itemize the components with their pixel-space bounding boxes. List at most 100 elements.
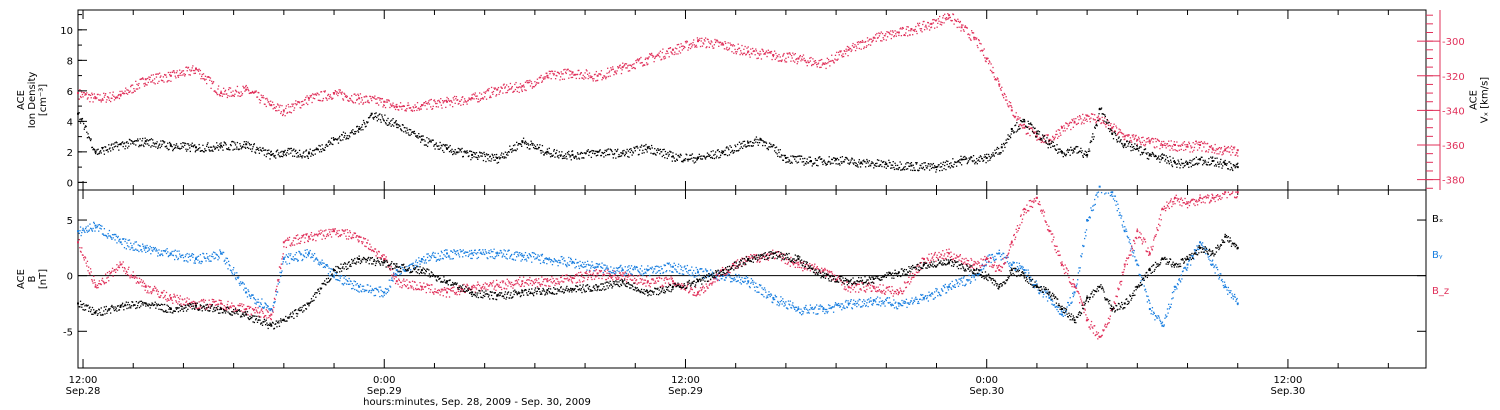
data-dot [404, 270, 407, 273]
data-dot [1121, 133, 1123, 135]
data-dot [205, 149, 207, 152]
data-dot [536, 78, 539, 80]
data-dot [443, 101, 445, 103]
data-dot [656, 54, 658, 56]
data-dot [1227, 146, 1229, 148]
data-dot [709, 43, 712, 45]
data-dot [625, 273, 628, 275]
data-dot [157, 252, 160, 254]
data-dot [491, 256, 493, 258]
data-dot [991, 70, 993, 72]
data-dot [739, 147, 741, 150]
data-dot [962, 158, 964, 161]
data-dot [518, 91, 520, 94]
data-dot [431, 107, 434, 110]
data-dot [853, 46, 855, 48]
data-dot [366, 289, 368, 292]
data-dot [612, 272, 614, 274]
data-point [521, 140, 524, 143]
data-dot [379, 97, 382, 100]
data-dot [836, 51, 838, 54]
data-dot [583, 157, 585, 159]
data-dot [345, 96, 348, 99]
data-dot [402, 124, 404, 126]
data-dot [957, 20, 960, 23]
data-dot [782, 55, 784, 57]
data-dot [610, 69, 613, 71]
data-dot [1051, 140, 1053, 143]
data-dot [170, 143, 172, 145]
data-dot [275, 106, 277, 108]
data-dot [573, 156, 575, 158]
data-dot [960, 155, 962, 158]
data-dot [260, 303, 262, 306]
data-dot [943, 22, 945, 24]
data-dot [607, 67, 609, 69]
data-dot [386, 124, 389, 126]
data-dot [920, 29, 922, 32]
data-dot [245, 141, 247, 143]
data-dot [1224, 148, 1226, 150]
data-dot [1198, 147, 1201, 149]
data-dot [639, 62, 641, 64]
data-dot [277, 154, 279, 156]
data-dot [761, 287, 763, 289]
data-dot [182, 256, 185, 259]
data-dot [735, 273, 737, 276]
data-dot [138, 145, 140, 148]
data-dot [795, 156, 798, 158]
data-dot [692, 41, 694, 44]
data-dot [243, 283, 245, 285]
data-dot [573, 157, 576, 160]
data-dot [316, 258, 318, 261]
data-dot [473, 152, 476, 154]
data-dot [736, 150, 738, 152]
data-dot [883, 166, 886, 168]
data-dot [765, 297, 768, 299]
data-dot [354, 288, 356, 291]
data-dot [342, 139, 344, 141]
data-dot [1222, 153, 1224, 155]
data-dot [809, 160, 811, 163]
data-dot [463, 101, 465, 103]
data-dot [287, 147, 289, 150]
data-dot [1030, 122, 1032, 124]
data-dot [673, 157, 675, 159]
data-dot [254, 152, 257, 154]
data-dot [912, 164, 914, 166]
data-dot [394, 121, 397, 123]
data-dot [548, 259, 550, 261]
data-dot [220, 90, 222, 92]
data-dot [512, 150, 514, 152]
data-point [671, 48, 674, 51]
data-dot [260, 94, 262, 96]
data-dot [684, 40, 687, 43]
data-dot [1050, 139, 1052, 141]
data-dot [696, 159, 698, 161]
data-dot [81, 93, 84, 96]
data-dot [233, 148, 235, 150]
data-dot [787, 53, 789, 55]
data-dot [384, 122, 387, 124]
data-dot [945, 19, 947, 21]
data-dot [854, 164, 857, 167]
data-dot [120, 95, 122, 97]
data-dot [94, 95, 96, 98]
data-dot [848, 159, 850, 161]
data-dot [917, 22, 919, 25]
data-dot [1191, 164, 1194, 166]
data-dot [91, 230, 94, 232]
data-dot [642, 145, 645, 147]
data-dot [821, 58, 823, 61]
data-dot [302, 100, 304, 103]
data-dot [103, 150, 105, 152]
data-dot [189, 259, 192, 261]
data-dot [222, 149, 224, 151]
data-dot [684, 158, 687, 160]
data-dot [812, 63, 815, 66]
data-dot [358, 291, 360, 293]
data-dot [423, 255, 425, 258]
data-dot [585, 152, 587, 154]
data-dot [596, 79, 599, 82]
data-dot [821, 158, 823, 160]
